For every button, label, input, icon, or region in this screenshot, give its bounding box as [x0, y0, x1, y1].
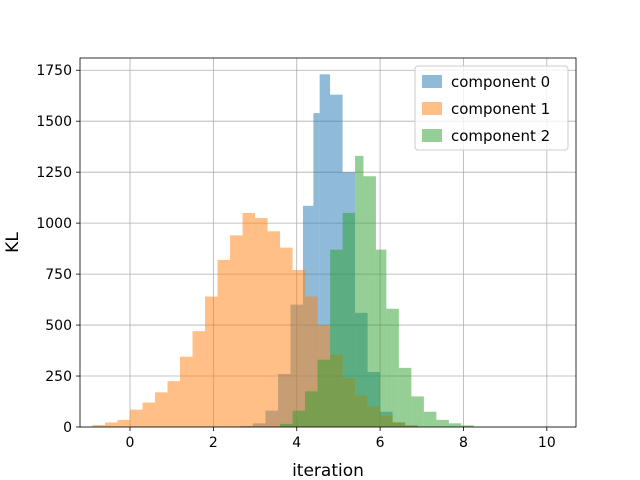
x-tick-label: 4: [292, 435, 301, 451]
histogram-bar: [167, 381, 181, 427]
legend-swatch: [422, 75, 442, 88]
histogram-bar: [411, 396, 424, 427]
series-2: [280, 155, 474, 427]
histogram-bar: [217, 259, 231, 427]
histogram-bar: [319, 74, 331, 428]
histogram-bar: [142, 402, 156, 427]
legend: component 0 component 1 component 2: [414, 65, 569, 151]
x-axis-ticks: 0 2 4 6 8 10: [126, 427, 556, 451]
y-tick-label: 750: [45, 267, 72, 283]
legend-swatch: [422, 129, 442, 142]
histogram-bar: [280, 423, 293, 427]
legend-label: component 0: [451, 73, 550, 91]
histogram-bar: [180, 356, 193, 427]
histogram-bar: [461, 425, 474, 427]
histogram-bar: [375, 249, 387, 427]
x-tick-label: 8: [459, 435, 468, 451]
histogram-bar: [330, 249, 343, 427]
y-tick-label: 500: [45, 318, 72, 334]
histogram-bar: [292, 270, 306, 427]
legend-box: [414, 65, 569, 151]
histogram-bar: [267, 231, 281, 427]
histogram-bar: [342, 212, 356, 427]
histogram-bar: [386, 308, 399, 427]
histogram-bar: [242, 212, 256, 427]
histogram-bar: [280, 247, 293, 427]
x-tick-label: 10: [538, 435, 556, 451]
histogram-bar: [313, 113, 320, 428]
histogram-bar: [436, 419, 449, 427]
y-tick-label: 250: [45, 369, 72, 385]
legend-label: component 2: [451, 127, 550, 145]
histogram-bar: [155, 392, 168, 427]
histogram-bar: [423, 411, 437, 427]
histogram-bars: [92, 74, 474, 428]
histogram-bar: [305, 391, 318, 427]
histogram-bar: [230, 235, 243, 427]
histogram-bar: [117, 419, 131, 427]
histogram-bar: [192, 331, 206, 427]
y-tick-label: 1750: [36, 63, 72, 79]
x-tick-label: 2: [209, 435, 218, 451]
histogram-bar: [363, 176, 376, 427]
y-tick-label: 1000: [36, 216, 72, 232]
x-axis-label: iteration: [292, 461, 364, 480]
histogram-bar: [448, 423, 462, 427]
histogram-bar: [398, 367, 412, 427]
histogram-bar: [105, 422, 118, 427]
histogram-bar: [205, 296, 218, 427]
y-axis-label: KL: [3, 232, 23, 253]
histogram-bar: [130, 409, 143, 427]
y-tick-label: 1500: [36, 114, 72, 130]
histogram-bar: [92, 424, 106, 427]
x-tick-label: 6: [376, 435, 385, 451]
y-axis-ticks: 0 250 500 750 1000 1250 1500 1750: [36, 63, 80, 436]
legend-swatch: [422, 102, 442, 115]
x-tick-label: 0: [126, 435, 135, 451]
histogram-bar: [317, 359, 331, 427]
histogram-bar: [255, 218, 268, 427]
plot-frame: [79, 57, 577, 428]
y-tick-label: 1250: [36, 165, 72, 181]
legend-label: component 1: [451, 100, 550, 118]
histogram-bar: [292, 410, 306, 427]
histogram-bar: [355, 155, 364, 427]
y-tick-label: 0: [63, 420, 72, 436]
